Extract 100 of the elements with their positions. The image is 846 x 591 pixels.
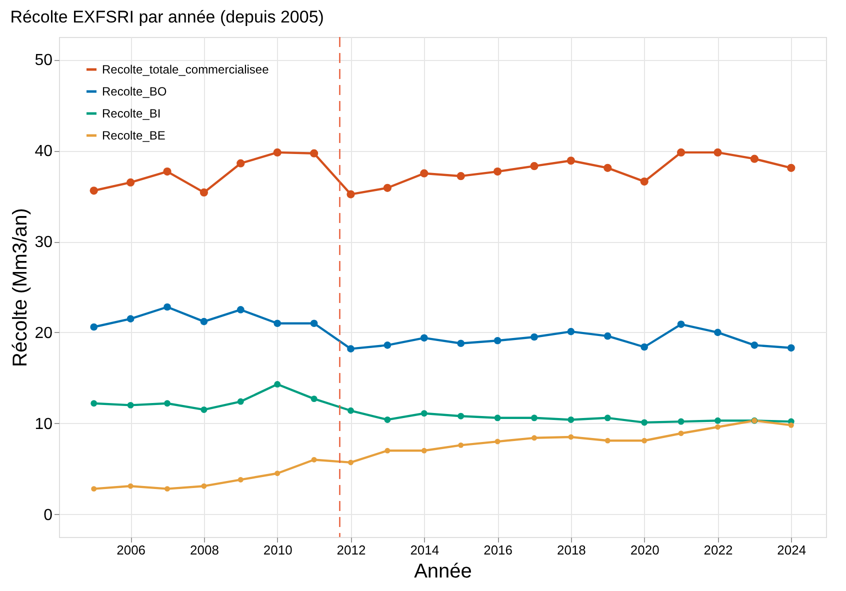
point [493,167,502,176]
point [640,343,648,351]
point [90,186,98,195]
point [348,460,354,466]
point [421,448,427,454]
y-tick-label: 20 [34,324,53,342]
x-axis-title: Année [414,560,472,582]
point [641,419,648,426]
chart-title: Récolte EXFSRI par année (depuis 2005) [10,7,324,26]
x-tick-label: 2022 [704,542,733,558]
point [640,177,648,186]
point [384,416,391,423]
point [604,164,612,172]
point [642,438,648,444]
point [200,318,208,326]
point [348,407,354,414]
legend-label: Recolte_BI [102,106,161,120]
point [274,470,280,476]
point [90,400,98,407]
point [274,320,282,328]
point [568,434,574,440]
point [678,430,684,436]
point [420,169,428,178]
point [604,332,612,340]
point [200,188,208,197]
x-tick-label: 2014 [410,542,440,558]
point [347,345,354,352]
y-tick-label: 0 [44,506,53,524]
x-tick-label: 2008 [190,542,219,558]
point [787,344,795,352]
point [128,483,134,489]
point [714,148,722,157]
point [494,438,500,444]
point [274,381,281,388]
y-tick-label: 30 [34,234,53,252]
point [127,402,134,408]
legend-label: Recolte_BO [102,84,167,98]
point [494,336,502,344]
point [201,483,207,489]
point [310,396,318,402]
point [530,333,538,341]
legend-label: Recolte_BE [102,128,166,142]
point [126,178,135,187]
y-tick-label: 40 [34,143,53,160]
point [456,172,465,180]
point [568,416,574,423]
point [714,328,722,336]
point [566,156,576,165]
x-tick-label: 2010 [263,542,292,558]
point [678,418,684,425]
x-tick-label: 2016 [484,542,513,558]
point [126,315,134,322]
point [164,400,170,407]
point [384,342,392,349]
point [90,323,98,331]
point [384,448,390,454]
point [310,320,318,328]
point [787,164,796,172]
point [458,442,464,448]
point [494,414,501,422]
point [164,486,170,492]
y-tick-label: 50 [34,52,53,70]
x-tick-label: 2012 [336,542,366,558]
point [750,342,758,349]
point [310,149,318,158]
point [163,167,172,176]
point [714,417,721,424]
x-tick-label: 2024 [777,542,806,558]
point [530,162,538,170]
point [236,306,244,314]
x-tick-label: 2006 [116,542,146,558]
point [420,410,428,417]
point [676,148,686,157]
point [273,148,282,157]
point [567,328,575,336]
point [458,412,464,420]
point [91,486,97,492]
y-axis-title: Récolte (Mm3/an) [10,208,32,367]
point [715,424,720,430]
point [604,414,611,422]
x-tick-label: 2020 [630,542,660,558]
point [604,438,610,444]
point [788,422,794,428]
point [311,456,317,462]
point [237,398,244,405]
legend-label: Recolte_totale_commercialisee [102,62,270,76]
point [531,414,538,422]
point [420,334,428,342]
x-tick-label: 2018 [556,542,586,558]
point [346,190,355,198]
point [383,184,392,192]
point [457,340,465,348]
point [164,303,171,311]
point [236,159,245,168]
point [532,435,537,441]
point [677,320,685,328]
y-tick-label: 10 [34,416,53,433]
point [238,476,244,482]
point [750,154,758,163]
point [200,406,208,413]
